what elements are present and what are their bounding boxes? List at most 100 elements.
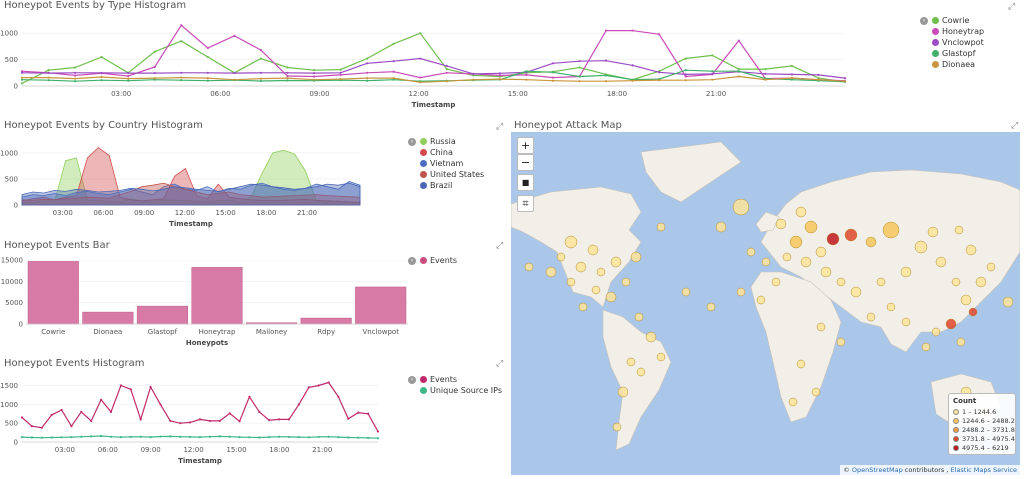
data-point[interactable] [317,384,320,387]
data-point[interactable] [198,418,202,421]
attack-marker[interactable] [795,206,807,218]
attack-marker[interactable] [612,422,622,432]
data-point[interactable] [233,34,236,37]
data-point[interactable] [307,386,310,389]
data-point[interactable] [339,71,342,74]
data-point[interactable] [40,436,43,439]
data-point[interactable] [604,29,608,32]
data-point[interactable] [153,71,156,75]
data-point[interactable] [20,82,24,85]
attack-marker[interactable] [756,295,766,305]
data-point[interactable] [286,66,289,69]
attack-marker[interactable] [636,367,646,377]
data-point[interactable] [711,70,714,73]
attack-marker[interactable] [706,302,716,312]
data-point[interactable] [189,435,192,439]
legend-item[interactable]: Vnclowpot [920,37,984,48]
data-point[interactable] [259,57,263,60]
attack-marker[interactable] [836,277,846,287]
data-point[interactable] [392,70,395,73]
data-point[interactable] [376,430,380,433]
world-map[interactable] [511,132,1020,475]
data-point[interactable] [149,385,152,389]
data-point[interactable] [684,69,687,72]
data-point[interactable] [312,78,316,81]
data-point[interactable] [790,78,794,81]
data-point[interactable] [604,74,608,77]
data-point[interactable] [366,76,369,80]
data-point[interactable] [127,74,130,78]
data-point[interactable] [392,76,395,80]
fit-bounds-button[interactable]: ⌗ [517,195,534,212]
data-point[interactable] [228,435,231,438]
data-point[interactable] [551,79,555,82]
data-point[interactable] [312,75,316,78]
data-point[interactable] [317,435,320,439]
attack-marker[interactable] [626,357,636,367]
data-point[interactable] [764,68,767,71]
attack-marker[interactable] [732,198,750,216]
data-point[interactable] [238,420,241,423]
data-point[interactable] [419,81,422,84]
data-point[interactable] [179,435,182,438]
data-point[interactable] [297,436,300,439]
data-point[interactable] [60,436,63,439]
attack-marker[interactable] [931,327,941,337]
data-point[interactable] [790,76,794,80]
data-point[interactable] [100,71,103,74]
data-point[interactable] [631,64,634,67]
data-point[interactable] [248,436,251,439]
attack-marker[interactable] [826,232,840,246]
legend-item[interactable]: Honeytrap [920,26,984,37]
data-point[interactable] [604,59,608,62]
data-point[interactable] [525,73,528,77]
data-point[interactable] [498,74,501,77]
series-area[interactable] [21,149,361,206]
data-point[interactable] [233,71,236,75]
data-point[interactable] [50,413,53,416]
data-point[interactable] [367,436,370,439]
data-point[interactable] [817,78,820,81]
data-point[interactable] [327,435,330,438]
data-point[interactable] [268,436,271,439]
attack-marker[interactable] [820,266,832,278]
data-point[interactable] [206,76,209,80]
legend-item[interactable]: Unique Source IPs [408,385,502,396]
attack-marker[interactable] [876,277,886,287]
data-point[interactable] [259,48,263,52]
attack-marker[interactable] [804,220,818,234]
legend-item[interactable]: ‹ Events [408,374,502,385]
attack-marker[interactable] [545,266,557,278]
data-point[interactable] [259,77,263,80]
data-point[interactable] [218,435,221,438]
data-point[interactable] [711,72,714,75]
attack-marker[interactable] [968,307,978,317]
data-point[interactable] [47,69,50,72]
data-point[interactable] [159,403,162,406]
data-point[interactable] [169,435,172,438]
data-point[interactable] [129,435,132,439]
attack-marker[interactable] [617,386,629,398]
attack-marker[interactable] [656,352,666,362]
data-point[interactable] [843,80,847,83]
data-point[interactable] [109,410,113,413]
data-point[interactable] [392,42,395,45]
data-point[interactable] [119,436,122,439]
data-point[interactable] [339,78,342,81]
series-line[interactable] [21,69,846,83]
data-point[interactable] [228,412,231,415]
data-point[interactable] [206,71,209,74]
attack-marker[interactable] [524,262,534,272]
attack-marker[interactable] [587,244,599,256]
data-point[interactable] [737,70,740,73]
attack-marker[interactable] [796,359,806,369]
data-point[interactable] [100,398,103,401]
data-point[interactable] [248,395,251,398]
data-point[interactable] [339,68,342,71]
data-point[interactable] [790,73,794,76]
data-point[interactable] [90,419,93,423]
legend-toggle-icon[interactable]: ‹ [920,16,928,25]
data-point[interactable] [30,436,33,439]
series-area[interactable] [21,147,361,206]
data-point[interactable] [73,80,77,83]
